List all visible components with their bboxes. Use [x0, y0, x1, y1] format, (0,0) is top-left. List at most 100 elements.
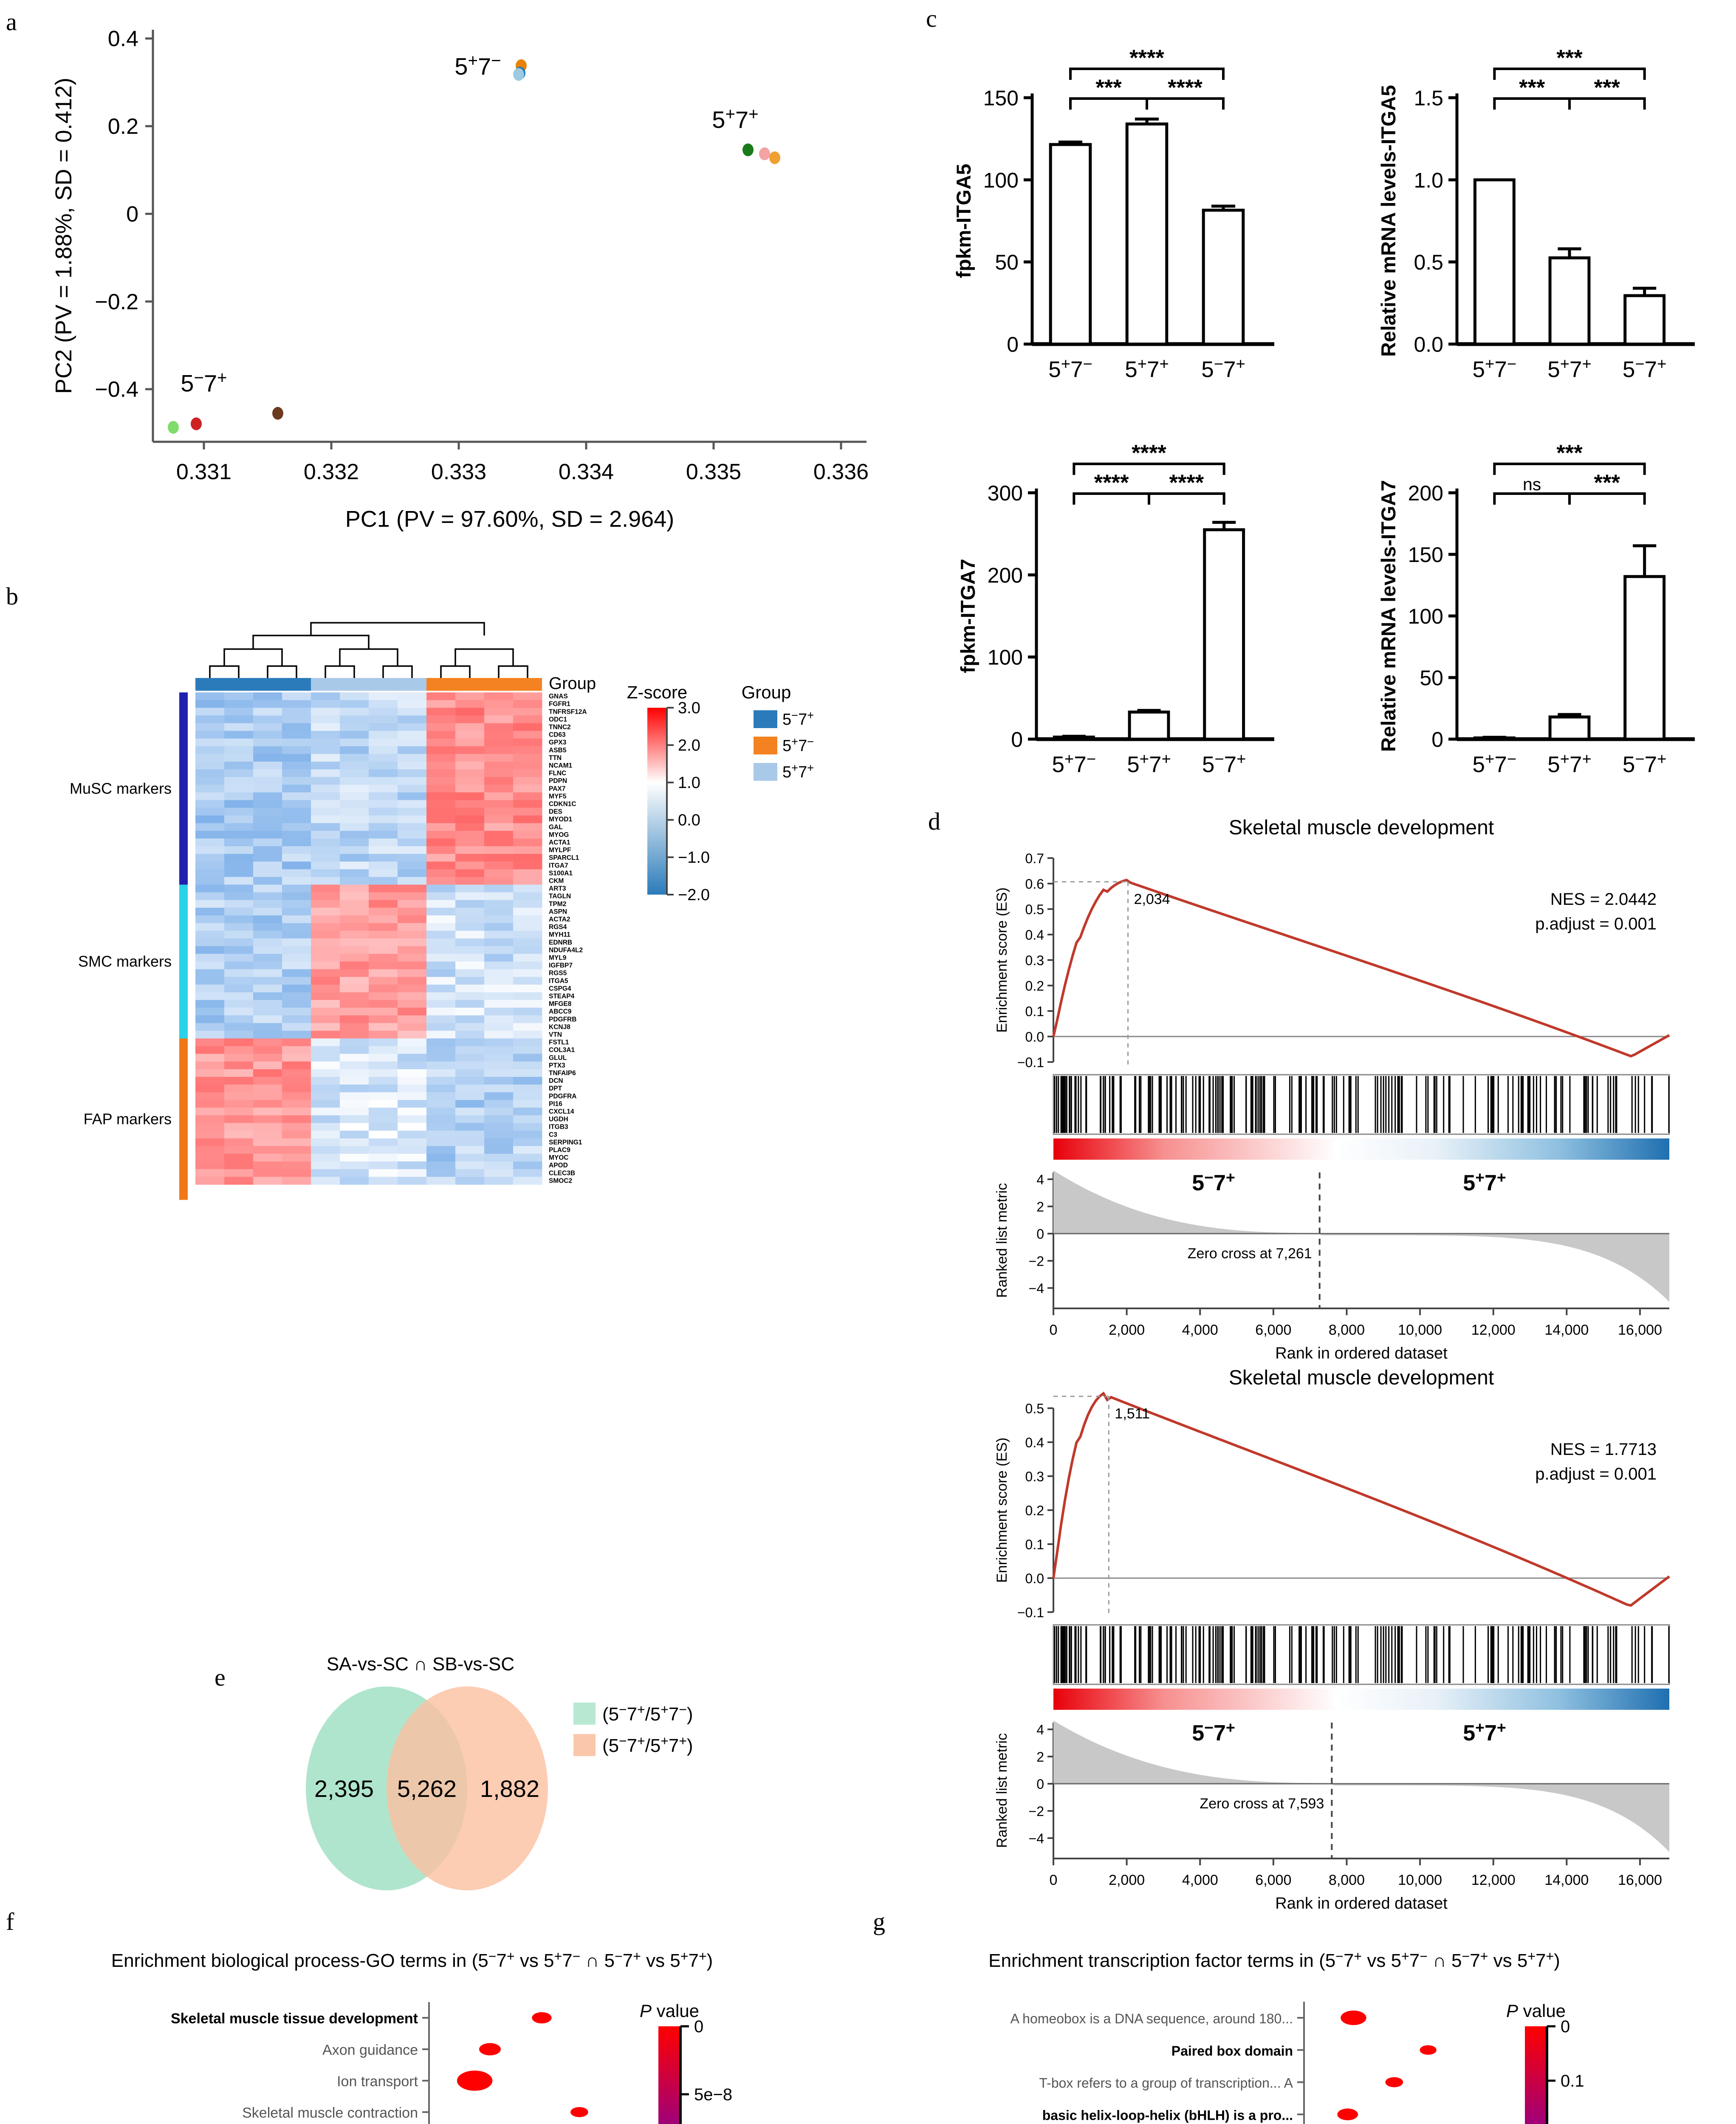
svg-text:RGS5: RGS5 — [549, 970, 567, 977]
svg-text:Ranked list metric: Ranked list metric — [994, 1183, 1010, 1298]
svg-text:PC2 (PV = 1.88%, SD = 0.412): PC2 (PV = 1.88%, SD = 0.412) — [51, 78, 76, 394]
svg-text:NDUFA4L2: NDUFA4L2 — [549, 946, 583, 954]
svg-text:0.3: 0.3 — [1025, 1469, 1044, 1484]
svg-text:(5−​7+​/5+​7+​): (5−​7+​/5+​7+​) — [602, 1733, 693, 1756]
tf-dotplot: Enrichment transcription factor terms in… — [879, 1941, 1733, 2124]
svg-text:0: 0 — [1050, 1872, 1058, 1888]
svg-text:0: 0 — [1036, 1777, 1044, 1792]
bar-chart-mrna-itga7: 0 50 100 150 200 5+​7−​ 5+​7+​ 5−​7+​ *** ns *** Re… — [1359, 404, 1733, 786]
svg-text:0.2: 0.2 — [108, 114, 138, 139]
svg-text:Relative mRNA levels-ITGA7: Relative mRNA levels-ITGA7 — [1378, 480, 1400, 752]
svg-text:−4: −4 — [1029, 1831, 1044, 1846]
svg-text:fpkm-ITGA5: fpkm-ITGA5 — [953, 164, 975, 278]
svg-text:****: **** — [1129, 45, 1164, 71]
svg-text:MYLPF: MYLPF — [549, 847, 571, 854]
svg-text:0.1: 0.1 — [1025, 1537, 1044, 1552]
svg-text:6,000: 6,000 — [1255, 1322, 1291, 1338]
svg-text:PDGFRB: PDGFRB — [549, 1016, 576, 1023]
svg-text:0.2: 0.2 — [1025, 1503, 1044, 1518]
svg-text:2,034: 2,034 — [1134, 891, 1170, 907]
svg-text:ITGA7: ITGA7 — [549, 862, 568, 869]
svg-text:TPM2: TPM2 — [549, 901, 566, 908]
svg-text:0.3: 0.3 — [1025, 953, 1044, 968]
svg-text:PTX3: PTX3 — [549, 1062, 565, 1069]
svg-text:GAL: GAL — [549, 824, 563, 831]
svg-text:SMC markers: SMC markers — [78, 953, 172, 970]
svg-text:4: 4 — [1036, 1172, 1044, 1187]
svg-text:150: 150 — [983, 86, 1019, 110]
bar-chart-mrna-itga5: 0.0 0.5 1.0 1.5 5+​7−​ 5+​7+​ 5−​7+​ *** *** *** R… — [1359, 8, 1733, 391]
svg-text:PLAC9: PLAC9 — [549, 1147, 570, 1154]
svg-text:Paired box domain: Paired box domain — [1171, 2043, 1293, 2059]
svg-text:0.331: 0.331 — [176, 460, 231, 484]
svg-text:KCNJ8: KCNJ8 — [549, 1023, 570, 1031]
svg-text:1,882: 1,882 — [480, 1775, 539, 1802]
panel-letter-f: f — [6, 1908, 14, 1935]
svg-text:5+​7−​: 5+​7−​ — [782, 735, 814, 755]
svg-text:Enrichment transcription facto: Enrichment transcription factor terms in… — [988, 1949, 1560, 1971]
svg-text:1.0: 1.0 — [1414, 168, 1443, 192]
svg-text:5−​7+​: 5−​7+​ — [1202, 750, 1246, 777]
svg-text:ACTA2: ACTA2 — [549, 916, 570, 923]
svg-text:GNAS: GNAS — [549, 693, 568, 700]
svg-text:12,000: 12,000 — [1471, 1322, 1516, 1338]
gsea-plot-2: Skeletal muscle development 0.5 0.4 0.3 0.2 0… — [947, 1357, 1729, 1912]
svg-text:ASPN: ASPN — [549, 908, 567, 915]
panel-letter-e: e — [215, 1664, 226, 1691]
svg-text:ITGB3: ITGB3 — [549, 1124, 568, 1131]
svg-text:Zero cross at 7,593: Zero cross at 7,593 — [1200, 1796, 1324, 1812]
svg-text:***: *** — [1095, 75, 1122, 100]
svg-text:5−​7+​: 5−​7+​ — [1623, 355, 1667, 382]
svg-text:5−​7+​: 5−​7+​ — [1192, 1718, 1235, 1746]
svg-text:0.0: 0.0 — [1025, 1029, 1044, 1045]
svg-text:SPARCL1: SPARCL1 — [549, 854, 579, 861]
svg-text:0.333: 0.333 — [431, 460, 486, 484]
svg-text:0.7: 0.7 — [1025, 851, 1044, 866]
svg-text:100: 100 — [983, 168, 1019, 192]
svg-text:fpkm-ITGA7: fpkm-ITGA7 — [957, 559, 979, 673]
svg-text:1.0: 1.0 — [678, 774, 700, 792]
svg-text:0.1: 0.1 — [1561, 2072, 1584, 2090]
svg-text:5+​7+​: 5+​7+​ — [1547, 355, 1592, 382]
svg-text:50: 50 — [995, 251, 1019, 274]
svg-text:PDGFRA: PDGFRA — [549, 1093, 576, 1100]
svg-text:p.adjust = 0.001: p.adjust = 0.001 — [1535, 915, 1657, 933]
svg-text:MYOD1: MYOD1 — [549, 816, 573, 823]
svg-text:Zero cross at 7,261: Zero cross at 7,261 — [1188, 1246, 1312, 1262]
svg-text:CXCL14: CXCL14 — [549, 1108, 574, 1116]
svg-text:−0.4: −0.4 — [95, 377, 138, 402]
svg-text:−0.1: −0.1 — [1017, 1055, 1044, 1070]
svg-text:PI16: PI16 — [549, 1100, 562, 1107]
svg-text:TNFRSF12A: TNFRSF12A — [549, 708, 587, 715]
svg-text:MYOG: MYOG — [549, 831, 569, 839]
svg-text:p.adjust = 0.001: p.adjust = 0.001 — [1535, 1465, 1657, 1483]
panel-letter-d: d — [928, 808, 940, 835]
bar-chart-fpkm-itga7: 01002003005+​7−​5+​7+​5−​7+​************… — [947, 404, 1330, 786]
svg-text:0: 0 — [694, 2017, 703, 2036]
svg-text:CDKN1C: CDKN1C — [549, 801, 576, 808]
svg-text:5+​7+​: 5+​7+​ — [1547, 750, 1592, 777]
svg-text:****: **** — [1169, 470, 1204, 495]
svg-text:200: 200 — [1408, 481, 1443, 505]
svg-text:****: **** — [1168, 75, 1202, 100]
svg-text:MFGE8: MFGE8 — [549, 1000, 572, 1008]
svg-text:0.5: 0.5 — [1025, 1401, 1044, 1416]
svg-text:PC1 (PV = 97.60%, SD = 2.964): PC1 (PV = 97.60%, SD = 2.964) — [345, 506, 674, 532]
gsea-plot-1: Skeletal muscle development 0.7 0.6 0.5 0.4 0… — [947, 807, 1729, 1362]
bar-chart-fpkm-itga5: 0501001505+​7−​5+​7+​5−​7+​***********fp… — [947, 8, 1330, 391]
svg-text:6,000: 6,000 — [1255, 1872, 1291, 1888]
svg-text:50: 50 — [1420, 666, 1443, 690]
svg-text:EDNRB: EDNRB — [549, 939, 572, 946]
svg-text:ABCC9: ABCC9 — [549, 1008, 572, 1015]
go-dotplot: Enrichment biological process-GO terms i… — [13, 1941, 871, 2124]
svg-text:5−​7+​: 5−​7+​ — [1192, 1168, 1235, 1195]
svg-text:5+​7+​: 5+​7+​ — [1125, 355, 1169, 382]
svg-text:Group: Group — [742, 682, 791, 702]
svg-text:2,000: 2,000 — [1109, 1322, 1145, 1338]
svg-text:0.0: 0.0 — [678, 811, 700, 829]
svg-text:4,000: 4,000 — [1182, 1322, 1218, 1338]
svg-text:SMOC2: SMOC2 — [549, 1177, 572, 1184]
svg-text:UGDH: UGDH — [549, 1116, 568, 1123]
svg-text:MYH11: MYH11 — [549, 931, 570, 938]
svg-text:0: 0 — [1431, 728, 1443, 751]
